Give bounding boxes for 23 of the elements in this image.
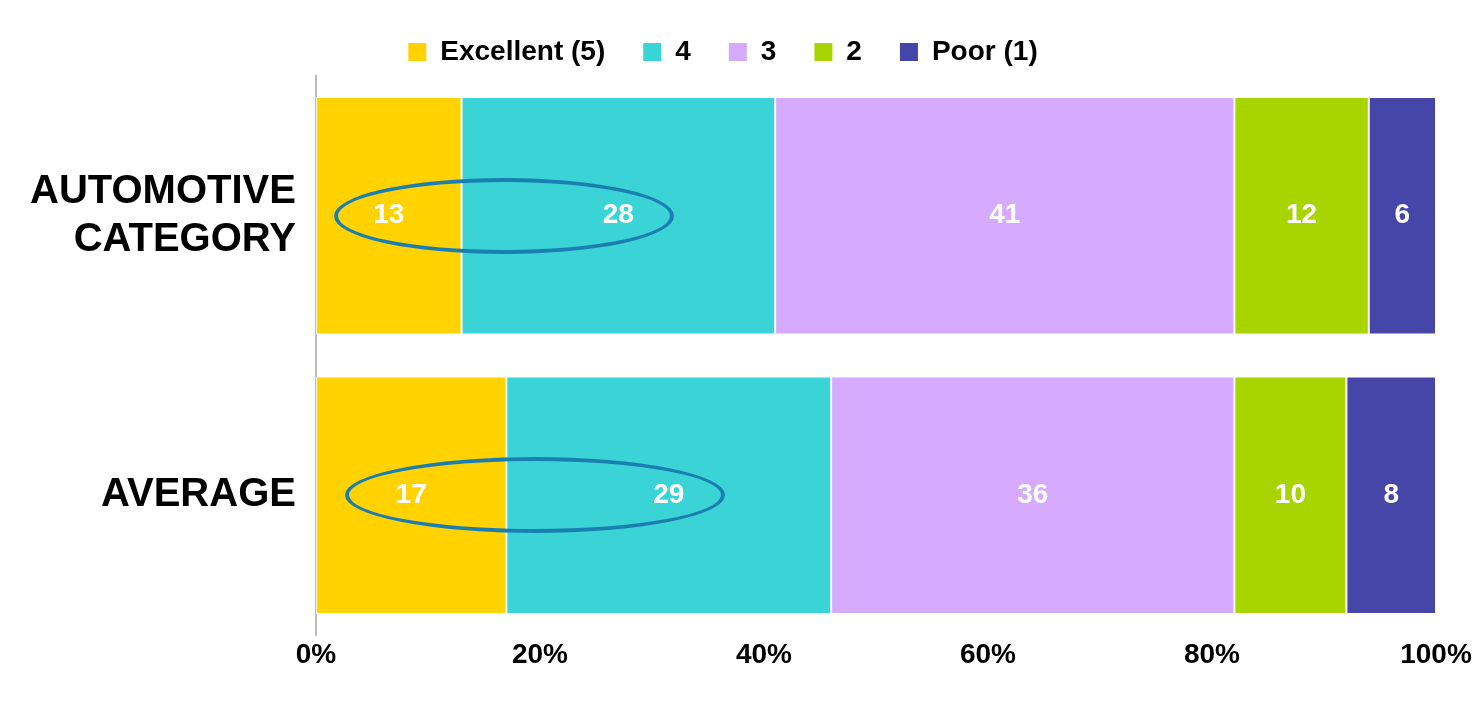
data-label: 10	[1274, 477, 1306, 509]
x-tick-label: 80%	[1183, 637, 1241, 669]
data-label: 17	[395, 477, 427, 509]
data-label: 29	[653, 477, 685, 509]
x-tick-label: 20%	[511, 637, 569, 669]
data-label: 13	[373, 198, 405, 230]
legend-label: 4	[675, 34, 692, 66]
data-label: 6	[1394, 198, 1411, 230]
legend-label: Excellent (5)	[440, 34, 606, 66]
legend-label: 2	[846, 34, 862, 66]
data-label: 8	[1383, 477, 1399, 509]
data-label: 36	[1017, 477, 1049, 509]
legend-label: 3	[760, 34, 777, 66]
data-label: 41	[989, 198, 1021, 230]
x-tick-label: 60%	[959, 637, 1017, 669]
data-label: 12	[1286, 198, 1318, 230]
y-tick-label: AVERAGE	[101, 470, 296, 515]
y-tick-label: AUTOMOTIVE CATEGORY	[30, 166, 297, 259]
x-tick-label: 40%	[735, 637, 793, 669]
legend-label: Poor (1)	[931, 34, 1038, 66]
x-tick-label: 0%	[295, 637, 337, 669]
data-label: 28	[602, 198, 634, 230]
x-tick-label: 100%	[1400, 637, 1472, 669]
